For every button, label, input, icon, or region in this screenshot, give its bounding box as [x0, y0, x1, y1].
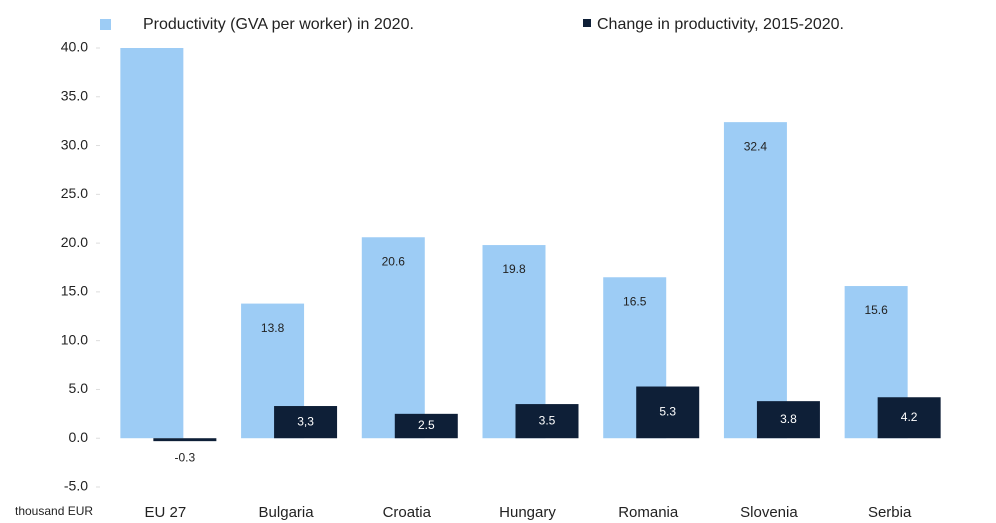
data-label: 4.2	[901, 410, 918, 424]
bar	[756, 401, 820, 439]
data-label: 20.6	[382, 254, 406, 268]
x-tick-label: Bulgaria	[259, 504, 315, 521]
x-tick-label: Serbia	[868, 504, 912, 521]
data-label: 32.4	[744, 139, 768, 153]
x-tick-label: EU 27	[145, 504, 187, 521]
data-label: 3,3	[297, 414, 314, 428]
data-label: 15.6	[864, 303, 888, 317]
data-label: 3.5	[539, 413, 556, 427]
legend-label: Productivity (GVA per worker) in 2020.	[143, 16, 414, 33]
x-tick-label: Romania	[618, 504, 679, 521]
y-tick-label: 25.0	[61, 185, 88, 201]
y-tick-label: -5.0	[64, 478, 88, 494]
y-tick-label: 30.0	[61, 136, 88, 152]
bar	[394, 413, 458, 439]
bar	[120, 48, 184, 439]
bar	[153, 438, 217, 442]
data-label: 3.8	[780, 412, 797, 426]
x-tick-label: Croatia	[383, 504, 432, 521]
data-label: 13.8	[261, 321, 285, 335]
bar	[636, 386, 700, 439]
data-label: -0.3	[175, 450, 196, 464]
x-tick-label: Slovenia	[740, 504, 798, 521]
y-tick-label: 10.0	[61, 331, 88, 347]
bar	[361, 237, 425, 439]
y-unit-label: thousand EUR	[15, 504, 93, 518]
y-tick-label: 40.0	[61, 39, 88, 55]
data-label: 5.3	[659, 405, 676, 419]
y-tick-label: 35.0	[61, 87, 88, 103]
legend-label: Change in productivity, 2015-2020.	[597, 16, 844, 33]
bar	[723, 122, 787, 439]
y-tick-label: 15.0	[61, 283, 88, 299]
bar	[515, 404, 579, 439]
x-tick-label: Hungary	[499, 504, 556, 521]
y-tick-label: 0.0	[69, 429, 89, 445]
y-tick-label: 20.0	[61, 234, 88, 250]
legend-swatch	[583, 19, 591, 27]
bar	[274, 406, 338, 439]
data-label: 2.5	[418, 418, 435, 432]
bar	[877, 397, 941, 439]
y-tick-label: 5.0	[69, 380, 89, 396]
legend-swatch	[100, 19, 111, 30]
data-label: 19.8	[502, 262, 526, 276]
data-label: 16.5	[623, 294, 647, 308]
